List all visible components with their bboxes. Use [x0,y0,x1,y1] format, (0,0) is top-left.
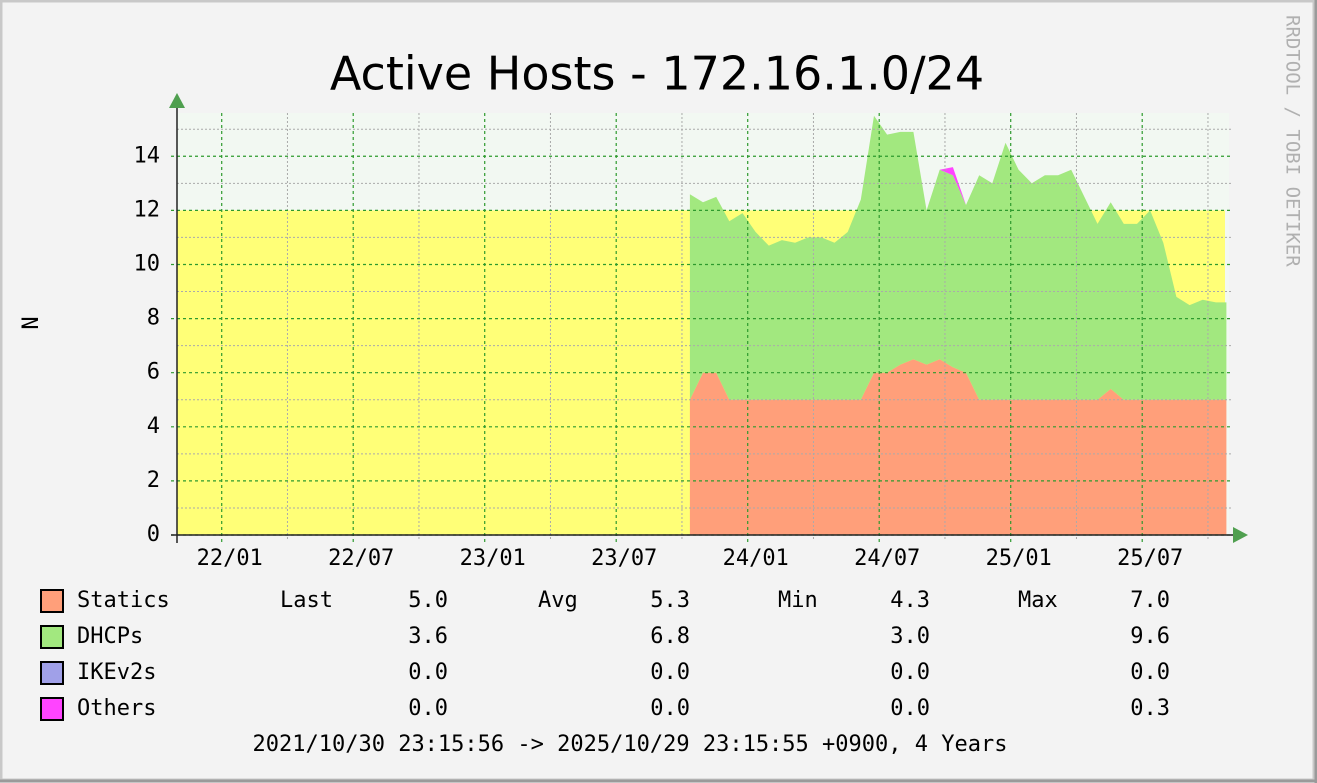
summary-value: 0.0 [890,696,930,721]
summary-value: 5.3 [650,588,690,613]
area [689,359,1227,535]
y-tick-label: 14 [134,143,161,168]
x-tick-label: 22/01 [197,546,263,571]
summary-value: 3.6 [408,624,448,649]
summary-value: 0.0 [408,696,448,721]
y-axis-label: N [19,316,44,329]
legend-label: Statics [77,588,170,613]
summary-value: 3.0 [890,624,930,649]
x-tick-label: 24/07 [854,546,920,571]
y-tick-label: 12 [134,197,161,222]
summary-value: 0.0 [650,660,690,685]
y-tick-label: 8 [147,306,160,331]
area [689,115,1227,400]
y-tick-label: 10 [134,251,161,276]
y-tick-label: 0 [147,522,160,547]
chart-title: Active Hosts - 172.16.1.0/24 [330,47,984,101]
axis-arrow [1233,527,1248,543]
summary-value: 0.0 [890,660,930,685]
legend-label: IKEv2s [77,660,156,685]
summary-value: 0.3 [1130,696,1170,721]
plot-area: 0 2 4 6 8 10 12 14 22/01 22/07 23/01 23/07 24/01 24/0… [134,93,1248,571]
x-tick-label: 23/07 [591,546,657,571]
summary-column: Avg [538,588,578,613]
summary-column: Min [778,588,818,613]
axis-arrow [169,93,185,108]
summary-column: Max [1018,588,1058,613]
legend: Statics Last 5.0 Avg 5.3 Min 4.3 Max 7.0 DHCPs 3.6… [40,588,1170,721]
x-tick-label: 25/07 [1117,546,1183,571]
summary-value: 4.3 [890,588,930,613]
summary-value: 0.0 [650,696,690,721]
x-tick-label: 23/01 [460,546,526,571]
legend-label: Others [77,696,156,721]
y-tick-label: 4 [147,414,160,439]
x-tick-label: 25/01 [986,546,1052,571]
y-tick-label: 2 [147,468,160,493]
legend-label: DHCPs [77,624,143,649]
x-tick-label: 24/01 [723,546,789,571]
summary-value: 7.0 [1130,588,1170,613]
summary-value: 9.6 [1130,624,1170,649]
summary-value: 6.8 [650,624,690,649]
summary-value: 0.0 [1130,660,1170,685]
legend-swatch [40,625,64,649]
x-tick-label: 22/07 [328,546,394,571]
legend-swatch [40,697,64,721]
summary-value: 5.0 [408,588,448,613]
legend-swatch [40,589,64,613]
summary-value: 0.0 [408,660,448,685]
y-tick-label: 6 [147,360,160,385]
watermark: RRDTOOL / TOBI OETIKER [1282,15,1304,267]
summary-column: Last [280,588,333,613]
legend-swatch [40,661,64,685]
footer: 2021/10/30 23:15:56 -> 2025/10/29 23:15:… [253,732,1008,757]
